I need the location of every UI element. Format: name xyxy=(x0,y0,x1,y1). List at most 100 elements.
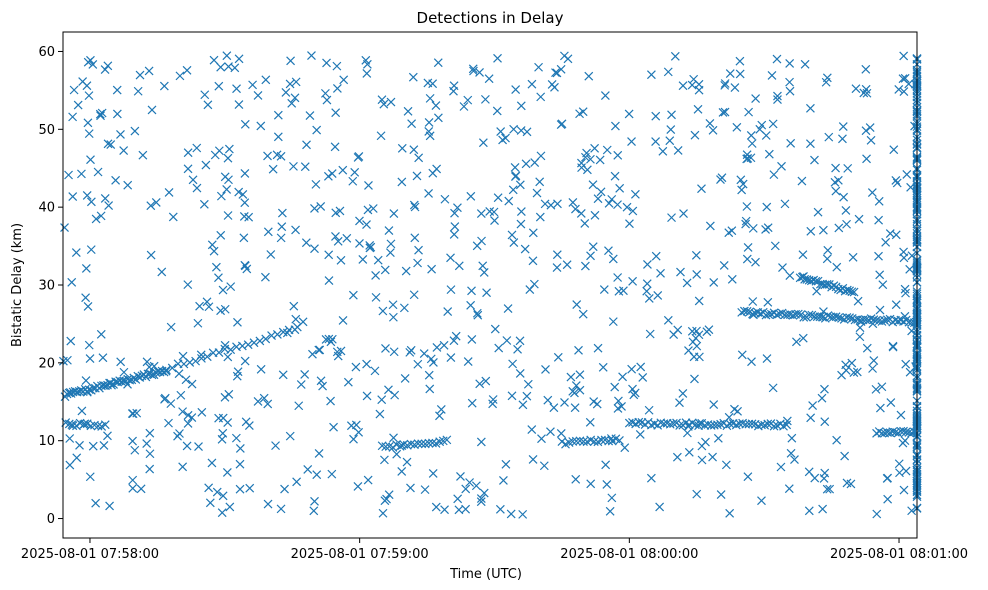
data-point xyxy=(709,400,719,409)
data-point xyxy=(894,459,904,469)
data-point xyxy=(401,266,411,276)
data-point xyxy=(133,86,143,96)
data-point xyxy=(224,144,234,154)
data-point xyxy=(843,163,853,173)
data-point xyxy=(164,188,174,197)
data-point xyxy=(174,369,184,379)
data-point xyxy=(100,65,110,74)
data-point xyxy=(697,441,707,451)
data-point xyxy=(84,129,94,139)
data-point xyxy=(880,316,890,325)
data-point xyxy=(105,501,114,511)
data-point xyxy=(602,145,612,155)
data-point xyxy=(495,504,505,514)
data-point xyxy=(327,469,337,479)
data-point xyxy=(424,117,434,127)
data-point xyxy=(364,181,373,190)
data-point xyxy=(82,81,92,91)
data-point xyxy=(575,370,585,380)
data-point xyxy=(259,393,269,403)
data-point xyxy=(226,282,236,292)
data-point xyxy=(397,177,407,187)
data-point xyxy=(563,54,573,64)
data-point xyxy=(534,62,543,72)
data-point xyxy=(690,374,699,384)
data-point xyxy=(403,106,413,116)
data-point xyxy=(216,191,226,201)
data-point xyxy=(454,261,464,271)
data-point xyxy=(862,343,872,353)
data-point xyxy=(869,356,879,365)
data-point xyxy=(763,419,773,429)
data-point xyxy=(493,193,503,203)
data-point xyxy=(552,263,562,272)
data-point xyxy=(490,324,500,334)
data-point xyxy=(77,169,86,179)
data-point xyxy=(882,474,892,483)
data-point xyxy=(849,287,859,297)
data-point xyxy=(417,439,427,449)
data-point xyxy=(874,427,884,436)
data-point xyxy=(756,309,766,318)
data-point xyxy=(62,355,72,365)
data-point xyxy=(841,205,851,215)
data-point xyxy=(225,502,235,512)
data-point xyxy=(608,317,618,327)
data-point xyxy=(806,103,815,113)
data-point xyxy=(672,452,682,462)
data-point xyxy=(663,315,673,325)
data-point xyxy=(575,385,585,395)
data-point xyxy=(883,494,893,504)
data-point xyxy=(539,461,549,471)
data-point xyxy=(651,111,661,121)
data-point xyxy=(197,407,207,417)
data-point xyxy=(234,54,244,64)
data-point xyxy=(819,474,829,483)
data-point xyxy=(535,212,545,222)
data-point xyxy=(580,261,590,271)
data-point xyxy=(425,131,435,141)
data-point xyxy=(240,119,250,129)
data-point xyxy=(147,370,157,380)
y-tick-label: 20 xyxy=(38,356,55,371)
data-point xyxy=(675,421,685,430)
data-point xyxy=(183,280,193,290)
data-point xyxy=(244,421,254,431)
data-point xyxy=(388,312,398,322)
data-point xyxy=(467,334,477,344)
data-point xyxy=(605,506,615,516)
data-point xyxy=(363,205,373,215)
data-point xyxy=(866,314,876,323)
data-point xyxy=(704,325,714,335)
data-point xyxy=(761,225,770,234)
data-point xyxy=(65,434,75,443)
data-point xyxy=(735,69,745,79)
data-point xyxy=(327,169,337,178)
data-point xyxy=(72,421,81,431)
data-point xyxy=(878,280,888,290)
data-point xyxy=(380,265,390,275)
data-point xyxy=(737,307,747,317)
data-point xyxy=(96,329,106,339)
data-point xyxy=(439,340,449,350)
data-point xyxy=(79,420,89,429)
data-point xyxy=(635,429,645,439)
data-point xyxy=(608,254,618,264)
data-point xyxy=(77,406,87,416)
data-point xyxy=(590,143,600,153)
data-point xyxy=(450,222,460,231)
data-point xyxy=(202,352,212,362)
data-point xyxy=(449,230,459,239)
data-point xyxy=(580,152,590,162)
data-point xyxy=(571,381,581,391)
data-point xyxy=(628,384,637,394)
data-point xyxy=(305,111,315,121)
data-point xyxy=(721,460,731,470)
data-point xyxy=(146,250,156,260)
data-point xyxy=(119,146,129,155)
data-point xyxy=(556,429,566,438)
data-point xyxy=(276,504,286,514)
data-point xyxy=(588,180,598,190)
data-point xyxy=(368,204,378,213)
data-point xyxy=(73,100,83,110)
